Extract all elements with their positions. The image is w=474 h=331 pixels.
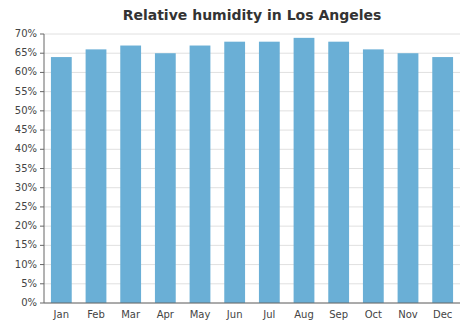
chart: Relative humidity in Los Angeles 0% 5% 10% 1… xyxy=(0,0,474,331)
tick-label: Nov xyxy=(398,309,418,320)
bar xyxy=(259,42,280,303)
tick-label: Mar xyxy=(121,309,141,320)
bar xyxy=(190,46,211,303)
tick-label: 60% xyxy=(15,66,37,77)
tick-mark xyxy=(40,264,44,265)
y-axis-line xyxy=(44,34,45,303)
tick-label: 25% xyxy=(15,201,37,212)
bar xyxy=(120,46,141,303)
tick-mark xyxy=(40,53,44,54)
tick-mark xyxy=(40,168,44,169)
bar xyxy=(328,42,349,303)
chart-container: Relative humidity in Los Angeles 0% 5% 10% 1… xyxy=(0,0,474,331)
bars xyxy=(51,38,453,303)
tick-mark xyxy=(40,283,44,284)
tick-label: Jul xyxy=(262,309,275,320)
tick-mark xyxy=(40,110,44,111)
tick-label: Dec xyxy=(433,309,452,320)
tick-label: 20% xyxy=(15,220,37,231)
tick-mark xyxy=(40,303,44,304)
tick-label: 15% xyxy=(15,239,37,250)
tick-label: 65% xyxy=(15,47,37,58)
y-axis: 0% 5% 10% 15% 20% 25% 30% 35% 40% 45% 50% 55% 60% 65%… xyxy=(15,28,460,308)
bar xyxy=(398,53,419,303)
tick-label: Aug xyxy=(294,309,314,320)
tick-label: 10% xyxy=(15,259,37,270)
title: Relative humidity in Los Angeles xyxy=(123,7,382,23)
tick-label: May xyxy=(190,309,211,320)
tick-mark xyxy=(40,187,44,188)
tick-mark xyxy=(40,206,44,207)
tick-label: Oct xyxy=(365,309,382,320)
tick-label: 0% xyxy=(21,297,37,308)
bar xyxy=(294,38,315,303)
grid-line xyxy=(44,303,460,304)
tick-mark xyxy=(40,226,44,227)
bar xyxy=(51,57,72,303)
tick-label: Sep xyxy=(329,309,348,320)
tick-label: 35% xyxy=(15,163,37,174)
tick-label: 40% xyxy=(15,143,37,154)
tick-mark xyxy=(40,91,44,92)
x-axis-line xyxy=(44,303,460,304)
tick-label: Feb xyxy=(87,309,105,320)
tick-mark xyxy=(40,245,44,246)
x-axis: Jan Feb Mar Apr May Jun Jul Aug Sep Oct Nov Dec xyxy=(53,309,453,320)
tick-label: 55% xyxy=(15,86,37,97)
tick-label: 45% xyxy=(15,124,37,135)
grid-line xyxy=(44,34,460,35)
tick-mark xyxy=(40,149,44,150)
tick-label: 5% xyxy=(21,278,37,289)
bar xyxy=(86,49,107,303)
tick-label: 70% xyxy=(15,28,37,39)
tick-label: Jan xyxy=(53,309,69,320)
tick-mark xyxy=(40,34,44,35)
tick-label: 50% xyxy=(15,105,37,116)
tick-label: Apr xyxy=(157,309,175,320)
tick-label: Jun xyxy=(226,309,243,320)
bar xyxy=(155,53,176,303)
tick-mark xyxy=(40,72,44,73)
tick-label: 30% xyxy=(15,182,37,193)
bar xyxy=(224,42,245,303)
bar xyxy=(363,49,384,303)
bar xyxy=(432,57,453,303)
tick-mark xyxy=(40,130,44,131)
